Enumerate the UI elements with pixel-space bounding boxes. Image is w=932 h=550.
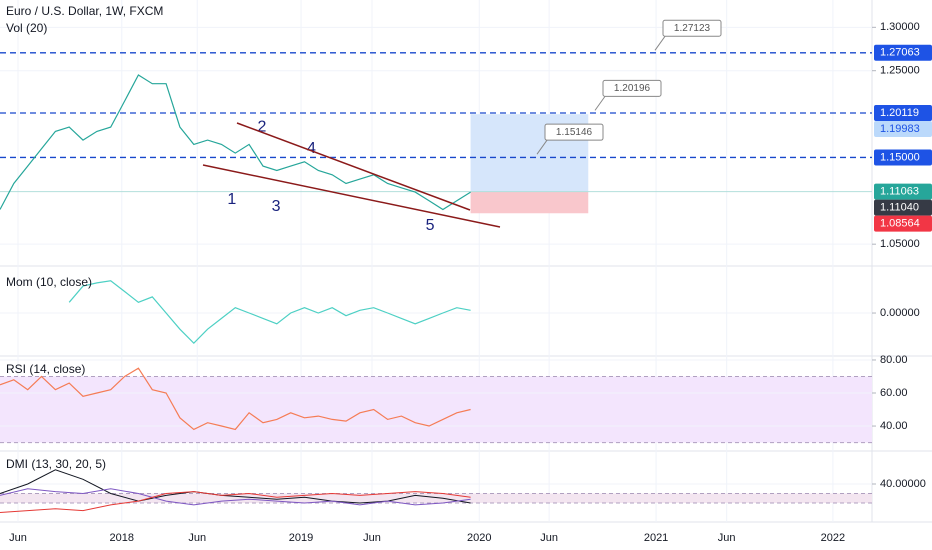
x-tick-label: Jun xyxy=(363,532,381,544)
price-badge-label: 1.15000 xyxy=(880,151,920,163)
callout-box xyxy=(544,123,604,141)
price-badge xyxy=(874,215,932,232)
y-tick-label: 80.00 xyxy=(880,354,908,366)
price-badge-label: 1.08564 xyxy=(880,217,920,229)
y-tick-label: 1.25000 xyxy=(880,65,920,77)
price-badge-label: 1.27063 xyxy=(880,47,920,59)
wave-label: 1 xyxy=(227,191,236,208)
price-badge-label: 1.19983 xyxy=(880,123,920,135)
stop-zone xyxy=(470,191,589,214)
chart-title: Euro / U.S. Dollar, 1W, FXCM xyxy=(6,4,163,18)
callout-label: 1.27123 xyxy=(674,23,711,34)
price-badge xyxy=(874,199,932,216)
callout-box xyxy=(662,19,722,37)
indicator-line xyxy=(0,491,471,513)
pane-title: RSI (14, close) xyxy=(6,362,85,376)
callout-label: 1.15146 xyxy=(556,127,593,138)
band xyxy=(0,493,872,504)
price-badge-label: 1.11063 xyxy=(880,185,919,197)
price-badge-label: 1.20119 xyxy=(880,107,919,119)
indicator-line xyxy=(0,488,471,506)
price-badge-label: 1.11040 xyxy=(880,201,919,213)
y-tick-label: 1.30000 xyxy=(880,21,920,33)
callout-pointer xyxy=(654,35,666,51)
x-tick-label: Jun xyxy=(718,532,736,544)
y-tick-label: 60.00 xyxy=(880,387,908,399)
x-tick-label: 2019 xyxy=(289,532,313,544)
pane-title: Mom (10, close) xyxy=(6,275,92,289)
x-tick-label: 2022 xyxy=(821,532,845,544)
y-tick-label: 40.00000 xyxy=(880,478,926,490)
y-tick-label: 1.05000 xyxy=(880,238,920,250)
y-tick-label: 0.00000 xyxy=(880,307,920,319)
indicator-line xyxy=(0,469,471,504)
wedge-line xyxy=(202,164,501,228)
price-line xyxy=(0,367,471,431)
wave-label: 4 xyxy=(307,140,316,157)
price-line xyxy=(0,74,471,211)
price-line xyxy=(68,280,471,345)
price-badge xyxy=(874,105,932,122)
band xyxy=(0,376,872,443)
x-tick-label: Jun xyxy=(540,532,558,544)
x-tick-label: 2021 xyxy=(644,532,668,544)
callout-pointer xyxy=(536,139,548,155)
x-tick-label: Jun xyxy=(9,532,27,544)
wave-label: 2 xyxy=(257,118,266,135)
price-badge xyxy=(874,121,932,138)
price-badge xyxy=(874,183,932,200)
price-badge xyxy=(874,44,932,61)
price-badge xyxy=(874,149,932,166)
y-tick-label: 40.00 xyxy=(880,420,908,432)
wedge-line xyxy=(236,122,471,211)
wave-label: 3 xyxy=(272,198,281,215)
callout-box xyxy=(602,79,662,97)
x-tick-label: 2020 xyxy=(467,532,491,544)
wave-label: 5 xyxy=(426,217,435,234)
x-tick-label: 2018 xyxy=(110,532,134,544)
pane-title: DMI (13, 30, 20, 5) xyxy=(6,457,106,471)
x-tick-label: Jun xyxy=(188,532,206,544)
subtitle: Vol (20) xyxy=(6,21,47,35)
callout-pointer xyxy=(594,96,606,111)
callout-label: 1.20196 xyxy=(614,83,651,94)
